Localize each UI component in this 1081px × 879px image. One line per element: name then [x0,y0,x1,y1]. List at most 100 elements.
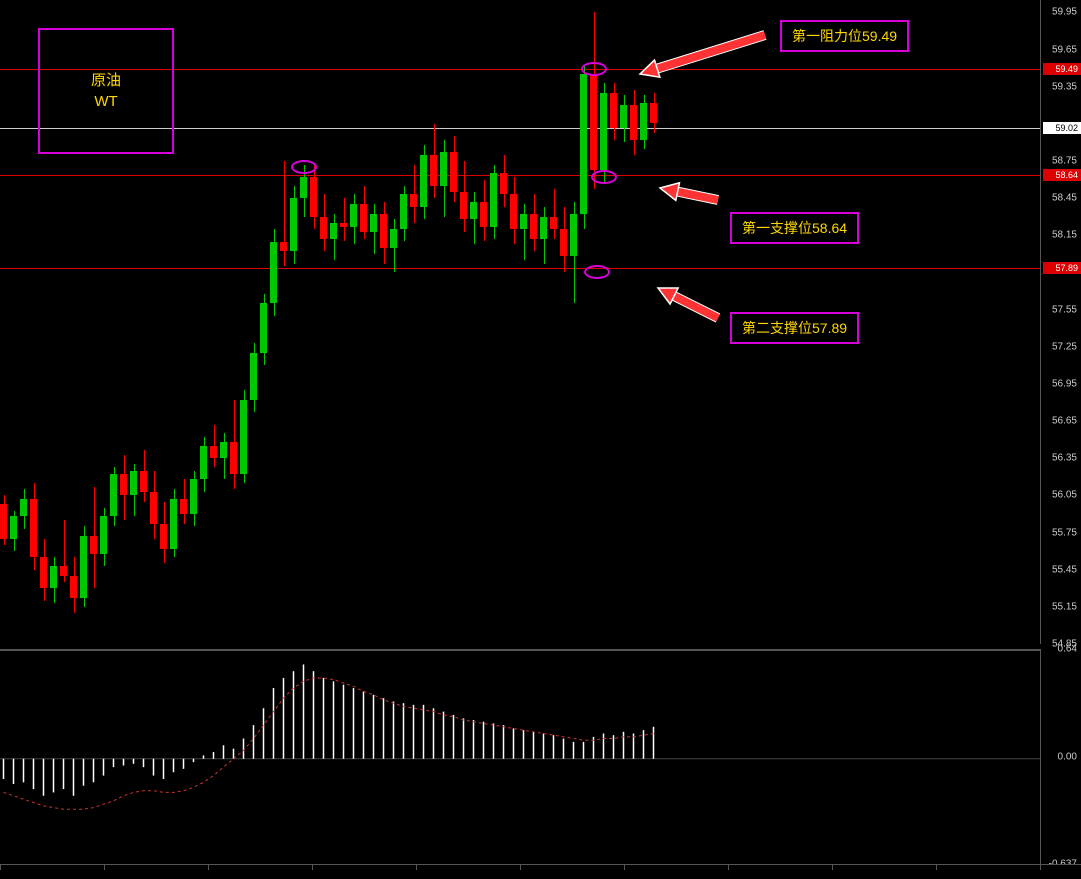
candle-body [20,499,27,516]
indicator-axis: 0.640.00-0.637 [1040,649,1081,864]
price-badge: 59.49 [1043,63,1081,75]
price-tick: 56.65 [1052,416,1077,427]
candle-body [220,442,227,458]
title-line2: WT [94,91,117,112]
candle-body [130,471,137,496]
candle-body [630,105,637,140]
time-tick [624,865,625,870]
candle-body [310,177,317,217]
indicator-tick: 0.64 [1058,644,1077,655]
candle-body [440,152,447,185]
candle-body [100,516,107,553]
time-tick [832,865,833,870]
candle-wick [554,189,555,239]
candle-body [420,155,427,207]
price-tick: 59.95 [1052,7,1077,18]
price-tick: 56.05 [1052,490,1077,501]
candle-body [610,93,617,128]
candle-body [550,217,557,229]
candle-body [380,214,387,247]
time-axis [0,864,1081,879]
price-tick: 55.15 [1052,601,1077,612]
highlight-ellipse [581,62,607,76]
candle-body [260,303,267,353]
candle-body [570,214,577,256]
candle-body [640,103,647,140]
candle-body [600,93,607,170]
candle-wick [344,198,345,241]
candle-body [470,202,477,219]
price-tick: 55.45 [1052,564,1077,575]
time-tick [1040,865,1041,870]
candle-body [160,524,167,549]
time-tick [208,865,209,870]
candle-body [620,105,627,127]
price-tick: 57.55 [1052,304,1077,315]
support-resistance-line [0,175,1040,176]
candle-body [50,566,57,588]
candle-body [90,536,97,553]
candle-body [360,204,367,231]
candle-body [230,442,237,474]
candle-body [450,152,457,192]
price-badge: 59.02 [1043,122,1081,134]
price-tick: 55.75 [1052,527,1077,538]
candle-body [30,499,37,557]
candle-body [590,74,597,169]
candle-body [390,229,397,248]
price-tick: 56.95 [1052,378,1077,389]
candle-body [180,499,187,514]
candle-body [460,192,467,219]
support1-label: 第一支撑位58.64 [730,212,859,244]
candle-body [250,353,257,400]
price-tick: 59.65 [1052,44,1077,55]
candle-body [370,214,377,231]
candle-body [520,214,527,229]
price-badge: 58.64 [1043,169,1081,181]
time-tick [312,865,313,870]
candle-body [170,499,177,549]
highlight-ellipse [591,170,617,184]
candlestick-chart[interactable]: 原油 WT 第一阻力位59.49 第一支撑位58.64 第二支撑位57.89 [0,0,1040,644]
candle-body [400,194,407,229]
candle-body [300,177,307,198]
price-tick: 58.45 [1052,193,1077,204]
candle-body [290,198,297,251]
macd-indicator[interactable] [0,649,1040,864]
highlight-ellipse [291,160,317,174]
candle-body [240,400,247,474]
time-tick [0,865,1,870]
time-tick [104,865,105,870]
candle-body [650,103,657,123]
candle-body [500,173,507,194]
candle-body [320,217,327,239]
candle-body [510,194,517,229]
support-resistance-line [0,268,1040,269]
candle-body [490,173,497,226]
candle-body [110,474,117,516]
candle-body [330,223,337,239]
candle-body [60,566,67,576]
time-tick [416,865,417,870]
support2-label: 第二支撑位57.89 [730,312,859,344]
candle-body [40,557,47,588]
candle-body [70,576,77,598]
candle-body [580,74,587,214]
candle-body [120,474,127,495]
candle-body [140,471,147,492]
price-badge: 57.89 [1043,262,1081,274]
resistance1-label: 第一阻力位59.49 [780,20,909,52]
candle-body [340,223,347,227]
time-tick [520,865,521,870]
candle-body [200,446,207,479]
time-tick [728,865,729,870]
candle-body [10,516,17,538]
indicator-tick: 0.00 [1058,751,1077,762]
price-tick: 59.35 [1052,81,1077,92]
candle-body [480,202,487,227]
price-tick: 58.15 [1052,230,1077,241]
candle-body [150,492,157,524]
candle-body [410,194,417,206]
price-tick: 56.35 [1052,453,1077,464]
title-line1: 原油 [91,70,121,91]
